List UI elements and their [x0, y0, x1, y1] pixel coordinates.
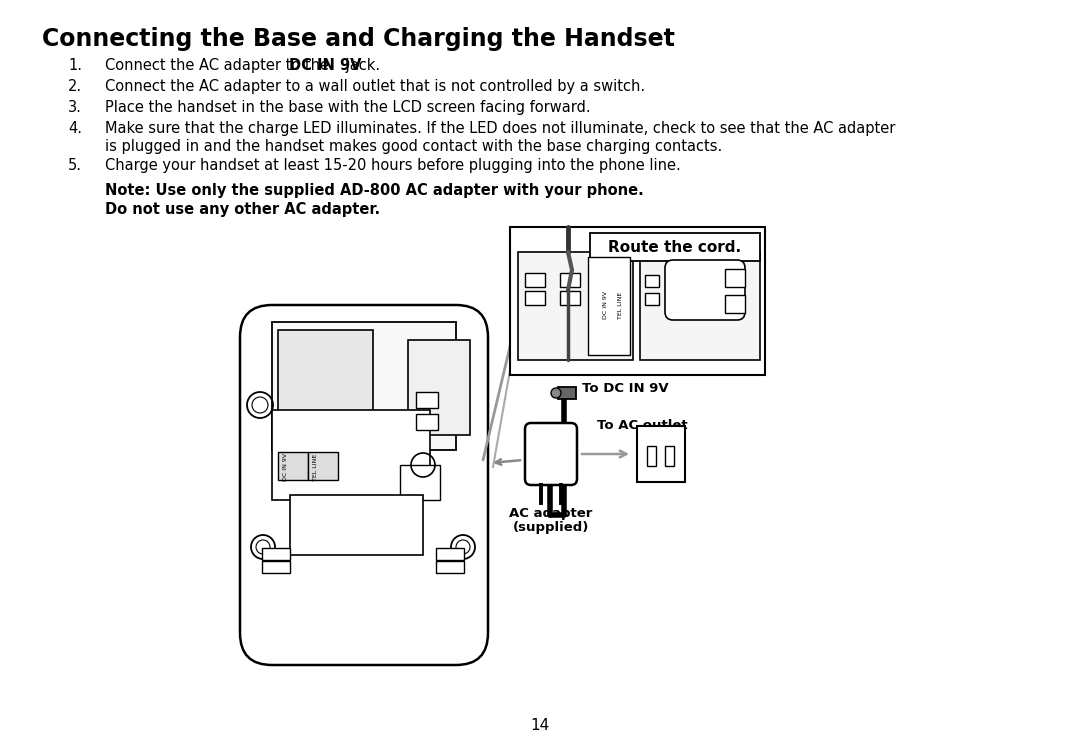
Bar	[645, 293, 659, 305]
Bar	[665, 446, 674, 466]
Bar	[436, 548, 464, 560]
Text: (supplied): (supplied)	[513, 521, 590, 534]
Bar	[525, 273, 545, 287]
Text: 4.: 4.	[68, 121, 82, 136]
Text: 14: 14	[530, 718, 550, 733]
Bar	[588, 257, 630, 355]
Bar	[408, 340, 470, 435]
Bar	[416, 414, 438, 430]
Text: To AC outlet: To AC outlet	[597, 419, 688, 432]
Text: DC IN 9V: DC IN 9V	[283, 453, 288, 481]
Text: TEL LINE: TEL LINE	[313, 453, 318, 481]
Bar	[262, 561, 291, 573]
Bar	[272, 322, 456, 450]
FancyBboxPatch shape	[665, 260, 745, 320]
FancyBboxPatch shape	[240, 305, 488, 665]
Text: Do not use any other AC adapter.: Do not use any other AC adapter.	[105, 202, 380, 217]
Text: TEL LINE: TEL LINE	[618, 291, 623, 319]
Text: Route the cord.: Route the cord.	[608, 239, 742, 254]
Bar	[725, 295, 745, 313]
Text: jack.: jack.	[341, 58, 380, 73]
Bar	[525, 291, 545, 305]
Bar	[278, 330, 373, 445]
Text: Place the handset in the base with the LCD screen facing forward.: Place the handset in the base with the L…	[105, 100, 591, 115]
Bar	[278, 452, 308, 480]
Bar	[272, 410, 430, 500]
Bar	[400, 465, 440, 500]
Bar	[725, 269, 745, 287]
Bar	[436, 561, 464, 573]
Bar	[510, 227, 765, 375]
Text: Charge your handset at least 15-20 hours before plugging into the phone line.: Charge your handset at least 15-20 hours…	[105, 158, 680, 173]
Bar	[561, 273, 580, 287]
Text: To DC IN 9V: To DC IN 9V	[582, 383, 669, 396]
Text: DC IN 9V: DC IN 9V	[289, 58, 362, 73]
Text: 1.: 1.	[68, 58, 82, 73]
Bar	[558, 387, 576, 399]
Bar	[416, 392, 438, 408]
Text: Note: Use only the supplied AD-800 AC adapter with your phone.: Note: Use only the supplied AD-800 AC ad…	[105, 183, 644, 198]
Bar	[640, 252, 760, 360]
Text: Make sure that the charge LED illuminates. If the LED does not illuminate, check: Make sure that the charge LED illuminate…	[105, 121, 895, 136]
Bar	[561, 291, 580, 305]
Text: is plugged in and the handset makes good contact with the base charging contacts: is plugged in and the handset makes good…	[105, 139, 723, 154]
Bar	[645, 275, 659, 287]
Bar	[590, 233, 760, 261]
Text: Connect the AC adapter to a wall outlet that is not controlled by a switch.: Connect the AC adapter to a wall outlet …	[105, 79, 645, 94]
Bar	[262, 548, 291, 560]
Bar	[518, 252, 633, 360]
Bar	[637, 426, 685, 482]
Text: 5.: 5.	[68, 158, 82, 173]
Bar	[647, 446, 656, 466]
Text: 3.: 3.	[68, 100, 82, 115]
Text: 2.: 2.	[68, 79, 82, 94]
Text: Connect the AC adapter to the: Connect the AC adapter to the	[105, 58, 334, 73]
Circle shape	[551, 388, 561, 398]
Text: Connecting the Base and Charging the Handset: Connecting the Base and Charging the Han…	[42, 27, 675, 51]
Bar	[291, 495, 423, 555]
Text: AC adapter: AC adapter	[510, 507, 593, 520]
FancyBboxPatch shape	[525, 423, 577, 485]
Text: DC IN 9V: DC IN 9V	[603, 291, 608, 319]
Bar	[308, 452, 338, 480]
